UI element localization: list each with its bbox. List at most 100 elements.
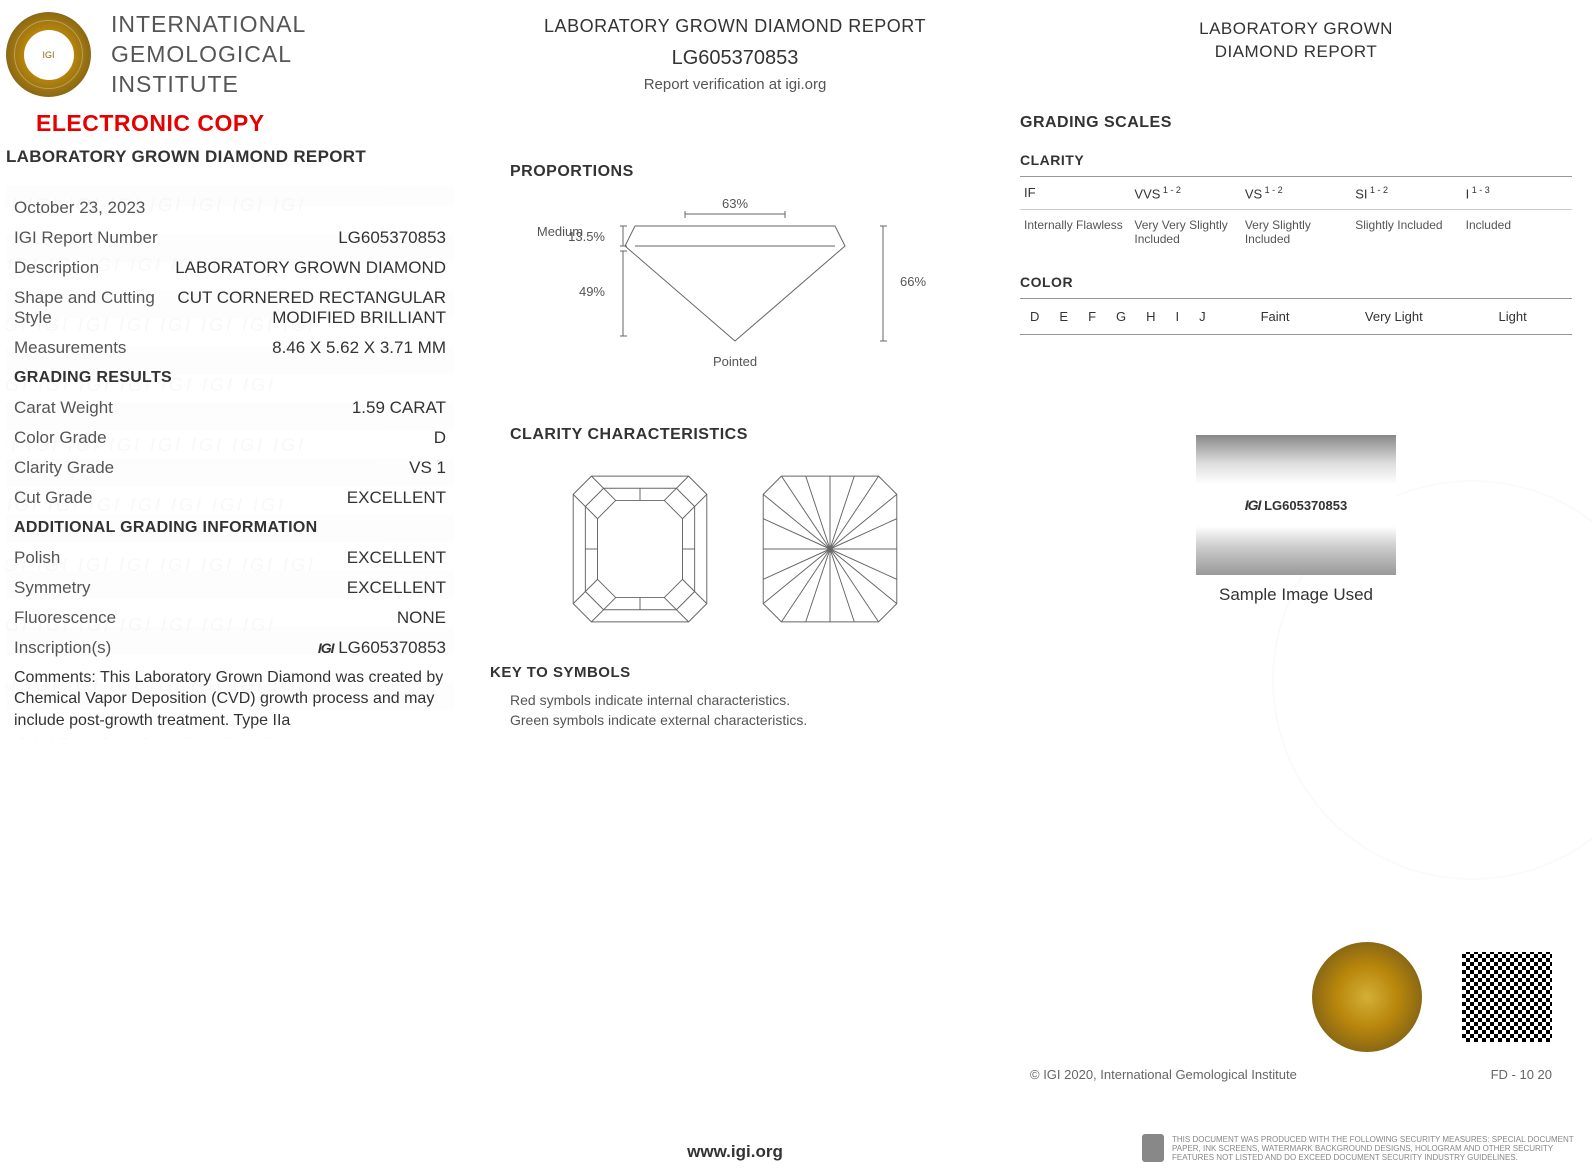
- clarity-code: VS 1 - 2: [1241, 185, 1351, 201]
- field-label: Carat Weight: [14, 398, 113, 418]
- seal-text: IGI: [24, 30, 74, 80]
- sample-inscription-image: IGI LG605370853: [1196, 435, 1396, 575]
- field-row: Shape and Cutting StyleCUT CORNERED RECT…: [14, 283, 446, 333]
- clarity-scale-label: CLARITY: [1020, 152, 1572, 168]
- field-label: Fluorescence: [14, 608, 116, 628]
- proportions-header: PROPORTIONS: [510, 163, 980, 181]
- bottom-seals: [1312, 942, 1552, 1052]
- field-label: Symmetry: [14, 578, 91, 598]
- copyright-text: © IGI 2020, International Gemological In…: [1030, 1067, 1297, 1082]
- center-report-number: LG605370853: [490, 47, 980, 70]
- org-line1: INTERNATIONAL: [111, 10, 306, 40]
- field-value: VS 1: [409, 458, 446, 478]
- diamond-top-view-icon: [560, 464, 720, 634]
- clarity-desc: Slightly Included: [1351, 218, 1461, 246]
- field-value: CUT CORNERED RECTANGULAR MODIFIED BRILLI…: [166, 288, 446, 328]
- clarity-code: IF: [1020, 185, 1130, 201]
- field-row: Inscription(s) IGI LG605370853: [14, 633, 446, 663]
- field-value: EXCELLENT: [347, 488, 446, 508]
- field-value: LABORATORY GROWN DIAMOND: [175, 258, 446, 278]
- field-label: Inscription(s): [14, 638, 111, 658]
- grading-scales-header: GRADING SCALES: [1020, 114, 1572, 132]
- field-value: EXCELLENT: [347, 548, 446, 568]
- security-text: THIS DOCUMENT WAS PRODUCED WITH THE FOLL…: [1172, 1135, 1582, 1162]
- field-row: Measurements 8.46 X 5.62 X 3.71 MM: [14, 333, 446, 363]
- field-row: Clarity Grade VS 1: [14, 453, 446, 483]
- sample-inscription-number: LG605370853: [1264, 498, 1347, 513]
- verify-text: Report verification at igi.org: [490, 76, 980, 93]
- org-line2: GEMOLOGICAL: [111, 40, 306, 70]
- report-date: October 23, 2023: [14, 198, 145, 218]
- clarity-desc: Very Slightly Included: [1241, 218, 1351, 246]
- field-label: Shape and Cutting Style: [14, 288, 166, 328]
- field-row: IGI Report Number LG605370853: [14, 223, 446, 253]
- color-letter: D: [1020, 309, 1049, 324]
- field-value: 8.46 X 5.62 X 3.71 MM: [272, 338, 446, 358]
- field-value: EXCELLENT: [347, 578, 446, 598]
- clarity-char-header: CLARITY CHARACTERISTICS: [510, 426, 980, 444]
- clarity-diagrams: [490, 464, 980, 634]
- org-line3: INSTITUTE: [111, 70, 306, 100]
- clarity-codes-row: IFVVS 1 - 2VS 1 - 2SI 1 - 2I 1 - 3: [1020, 176, 1572, 209]
- lock-icon: [1142, 1134, 1164, 1162]
- color-letter: G: [1106, 309, 1136, 324]
- clarity-code: SI 1 - 2: [1351, 185, 1461, 201]
- field-row: Cut GradeEXCELLENT: [14, 483, 446, 513]
- field-label: Measurements: [14, 338, 126, 358]
- field-value: NONE: [397, 608, 446, 628]
- igi-seal-icon: IGI: [6, 12, 91, 97]
- clarity-code: I 1 - 3: [1462, 185, 1572, 201]
- pavilion-pct: 49%: [579, 284, 605, 299]
- center-title: LABORATORY GROWN DIAMOND REPORT: [490, 16, 980, 37]
- report-title: LABORATORY GROWN DIAMOND REPORT: [6, 147, 454, 167]
- color-range: Light: [1453, 309, 1572, 324]
- additional-info-header: ADDITIONAL GRADING INFORMATION: [14, 513, 446, 543]
- girdle-label: Medium: [537, 224, 583, 239]
- electronic-copy-label: ELECTRONIC COPY: [36, 110, 454, 137]
- field-value: 1.59 CARAT: [352, 398, 446, 418]
- clarity-desc: Included: [1462, 218, 1572, 246]
- color-range: Very Light: [1334, 309, 1453, 324]
- grading-results-header: GRADING RESULTS: [14, 363, 446, 393]
- field-value: D: [434, 428, 446, 448]
- color-scale-row: DEFGHIJFaintVery LightLight: [1020, 298, 1572, 335]
- igi-inscription-icon: IGI: [318, 640, 334, 656]
- inscription-number: LG605370853: [338, 638, 446, 657]
- field-label: IGI Report Number: [14, 228, 158, 248]
- clarity-code: VVS 1 - 2: [1130, 185, 1240, 201]
- depth-pct: 66%: [900, 274, 926, 289]
- culet-label: Pointed: [713, 354, 757, 369]
- field-row: Description LABORATORY GROWN DIAMOND: [14, 253, 446, 283]
- right-title-1: LABORATORY GROWN: [1020, 18, 1572, 41]
- field-label: Polish: [14, 548, 60, 568]
- field-value: LG605370853: [338, 228, 446, 248]
- field-label: Clarity Grade: [14, 458, 114, 478]
- report-date-row: October 23, 2023: [14, 193, 446, 223]
- field-row: Symmetry EXCELLENT: [14, 573, 446, 603]
- inscription-value: IGI LG605370853: [318, 638, 446, 658]
- key-symbols-header: KEY TO SYMBOLS: [490, 664, 980, 681]
- qr-code-icon: [1462, 952, 1552, 1042]
- color-letter: I: [1166, 309, 1190, 324]
- clarity-desc: Internally Flawless: [1020, 218, 1130, 246]
- field-row: Carat Weight 1.59 CARAT: [14, 393, 446, 423]
- color-letter: J: [1189, 309, 1216, 324]
- igi-inscription-icon: IGI: [1245, 497, 1261, 513]
- field-label: Description: [14, 258, 99, 278]
- field-row: Polish EXCELLENT: [14, 543, 446, 573]
- field-label: Color Grade: [14, 428, 107, 448]
- right-title-2: DIAMOND REPORT: [1020, 41, 1572, 64]
- color-letter: F: [1078, 309, 1106, 324]
- org-name: INTERNATIONAL GEMOLOGICAL INSTITUTE: [111, 10, 306, 100]
- proportions-diagram: 63% 13.5% 49% 66% Medium Pointed: [535, 196, 935, 376]
- security-note: THIS DOCUMENT WAS PRODUCED WITH THE FOLL…: [1142, 1134, 1582, 1162]
- color-letter: H: [1136, 309, 1165, 324]
- comments-text: Comments: This Laboratory Grown Diamond …: [14, 663, 446, 732]
- small-seal-icon: [1312, 942, 1422, 1052]
- color-range: Faint: [1216, 309, 1335, 324]
- diamond-bottom-view-icon: [750, 464, 910, 634]
- key-text-2: Green symbols indicate external characte…: [510, 711, 980, 731]
- field-row: Fluorescence NONE: [14, 603, 446, 633]
- footer-url: www.igi.org: [687, 1142, 783, 1162]
- table-pct: 63%: [722, 196, 748, 211]
